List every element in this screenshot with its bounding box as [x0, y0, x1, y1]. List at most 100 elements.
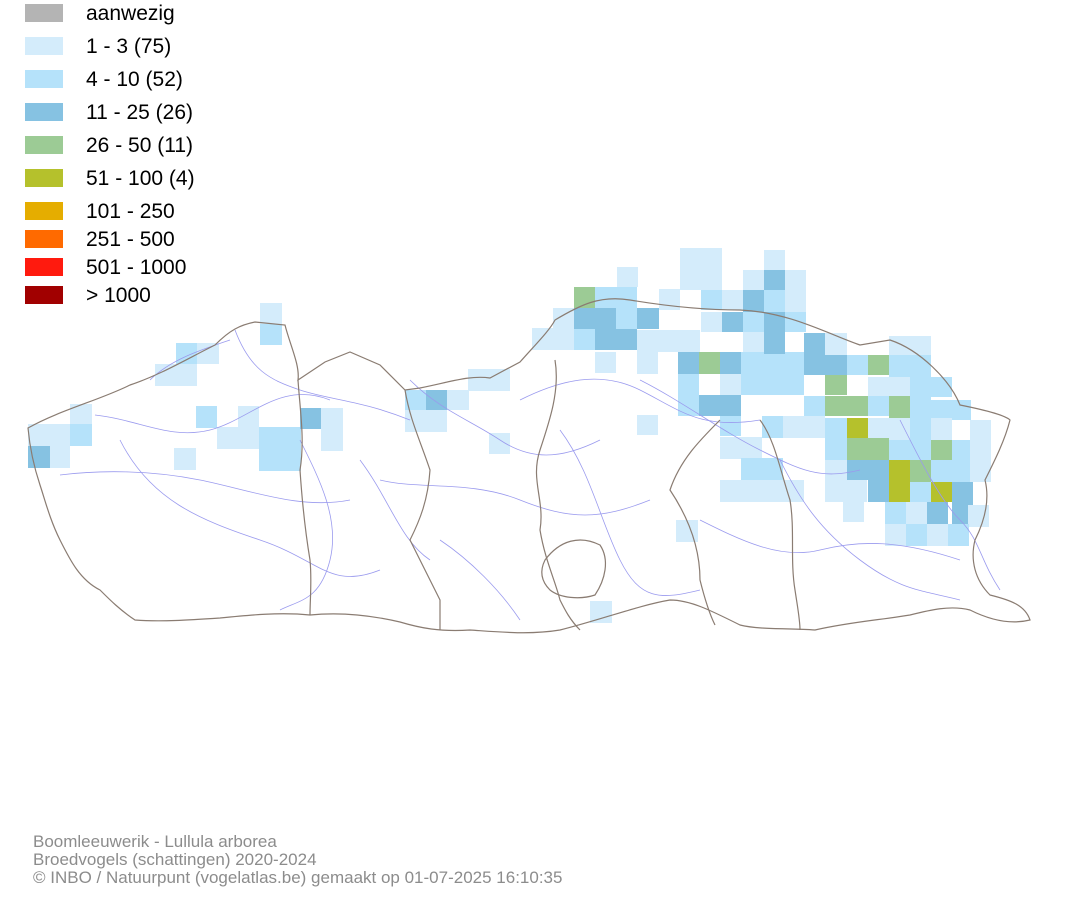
legend-swatch	[25, 169, 63, 187]
grid-cell	[952, 482, 973, 524]
grid-cell	[217, 427, 259, 449]
grid-cell	[196, 406, 217, 428]
legend-swatch	[25, 70, 63, 88]
legend-label: 26 - 50 (11)	[86, 134, 193, 157]
grid-cell	[680, 248, 722, 290]
river-line	[234, 329, 411, 421]
river-line	[59, 471, 351, 504]
grid-cell	[948, 524, 969, 546]
river-line	[409, 379, 601, 456]
province-border	[669, 419, 721, 626]
river-line	[119, 439, 381, 577]
legend-label: 1 - 3 (75)	[86, 35, 172, 58]
grid-cell	[176, 343, 197, 364]
grid-cell	[617, 267, 638, 287]
grid-cells	[28, 248, 991, 623]
grid-cell	[300, 408, 321, 429]
grid-cell	[847, 396, 868, 416]
legend-item: 501 - 1000	[25, 256, 325, 286]
grid-cell	[927, 524, 948, 546]
grid-cell	[426, 390, 447, 410]
grid-cell	[70, 424, 92, 446]
grid-cell	[868, 377, 910, 397]
grid-cell	[637, 415, 658, 435]
river-line	[699, 519, 961, 561]
grid-cell	[238, 406, 259, 428]
region-outline	[27, 298, 1031, 634]
province-border	[759, 419, 801, 631]
legend-swatch	[25, 4, 63, 22]
grid-cell	[889, 460, 910, 502]
grid-cell	[783, 416, 825, 438]
legend-label: 101 - 250	[86, 200, 175, 223]
river-line	[779, 459, 961, 601]
grid-cell	[722, 290, 743, 310]
legend-swatch	[25, 37, 63, 55]
grid-cell	[595, 329, 637, 350]
grid-cell	[931, 440, 952, 460]
grid-cell	[931, 482, 952, 502]
grid-cell	[197, 343, 219, 364]
grid-cell	[701, 290, 723, 310]
grid-cell	[931, 418, 952, 440]
legend-label: 51 - 100 (4)	[86, 167, 195, 190]
river-line	[359, 459, 431, 561]
grid-cell	[785, 270, 806, 292]
grid-cell	[952, 460, 973, 482]
grid-cell	[174, 448, 196, 470]
grid-cell	[825, 438, 847, 460]
grid-cell	[847, 355, 868, 375]
grid-cell	[910, 482, 931, 502]
grid-cell	[910, 440, 931, 460]
grid-cell	[825, 460, 847, 480]
grid-cell	[447, 390, 469, 410]
legend-item: 11 - 25 (26)	[25, 101, 325, 131]
legend-item: > 1000	[25, 284, 325, 314]
legend-label: aanwezig	[86, 2, 175, 25]
grid-cell	[701, 312, 722, 332]
grid-cell	[676, 520, 698, 542]
river-line	[639, 379, 861, 475]
grid-cell	[741, 458, 783, 480]
grid-cell	[743, 270, 764, 290]
grid-cell	[28, 424, 70, 446]
grid-cell	[868, 480, 889, 502]
grid-cell	[825, 480, 867, 502]
grid-cell	[574, 308, 616, 329]
grid-cell	[847, 418, 868, 438]
river-line	[379, 479, 651, 516]
grid-cell	[743, 290, 764, 312]
grid-cell	[259, 449, 301, 471]
grid-cell	[699, 395, 741, 416]
grid-cell	[595, 287, 637, 308]
legend-swatch	[25, 136, 63, 154]
grid-cell	[910, 460, 931, 482]
province-border	[404, 389, 441, 630]
grid-cell	[720, 374, 741, 395]
grid-cell	[699, 352, 720, 374]
legend-item: 4 - 10 (52)	[25, 68, 325, 98]
grid-cell	[637, 308, 659, 329]
grid-cell	[931, 400, 952, 420]
grid-cell	[889, 440, 910, 460]
river-line	[279, 439, 334, 611]
grid-cell	[741, 352, 783, 374]
legend-swatch	[25, 230, 63, 248]
grid-cell	[889, 396, 910, 418]
grid-cell	[468, 369, 510, 391]
province-border	[297, 379, 312, 616]
legend-label: 251 - 500	[86, 228, 175, 251]
grid-cell	[405, 410, 447, 432]
grid-cell	[952, 400, 971, 420]
grid-cell	[825, 396, 847, 416]
grid-cell	[825, 375, 847, 395]
grid-cell	[785, 312, 806, 332]
grid-cell	[764, 290, 785, 312]
grid-cell	[764, 250, 785, 270]
grid-cell	[885, 524, 906, 546]
grid-cell	[889, 418, 910, 440]
grid-cell	[970, 420, 991, 460]
species-name: Boomleeuwerik - Lullula arborea	[33, 832, 277, 851]
legend-swatch	[25, 103, 63, 121]
grid-cell	[927, 502, 948, 524]
